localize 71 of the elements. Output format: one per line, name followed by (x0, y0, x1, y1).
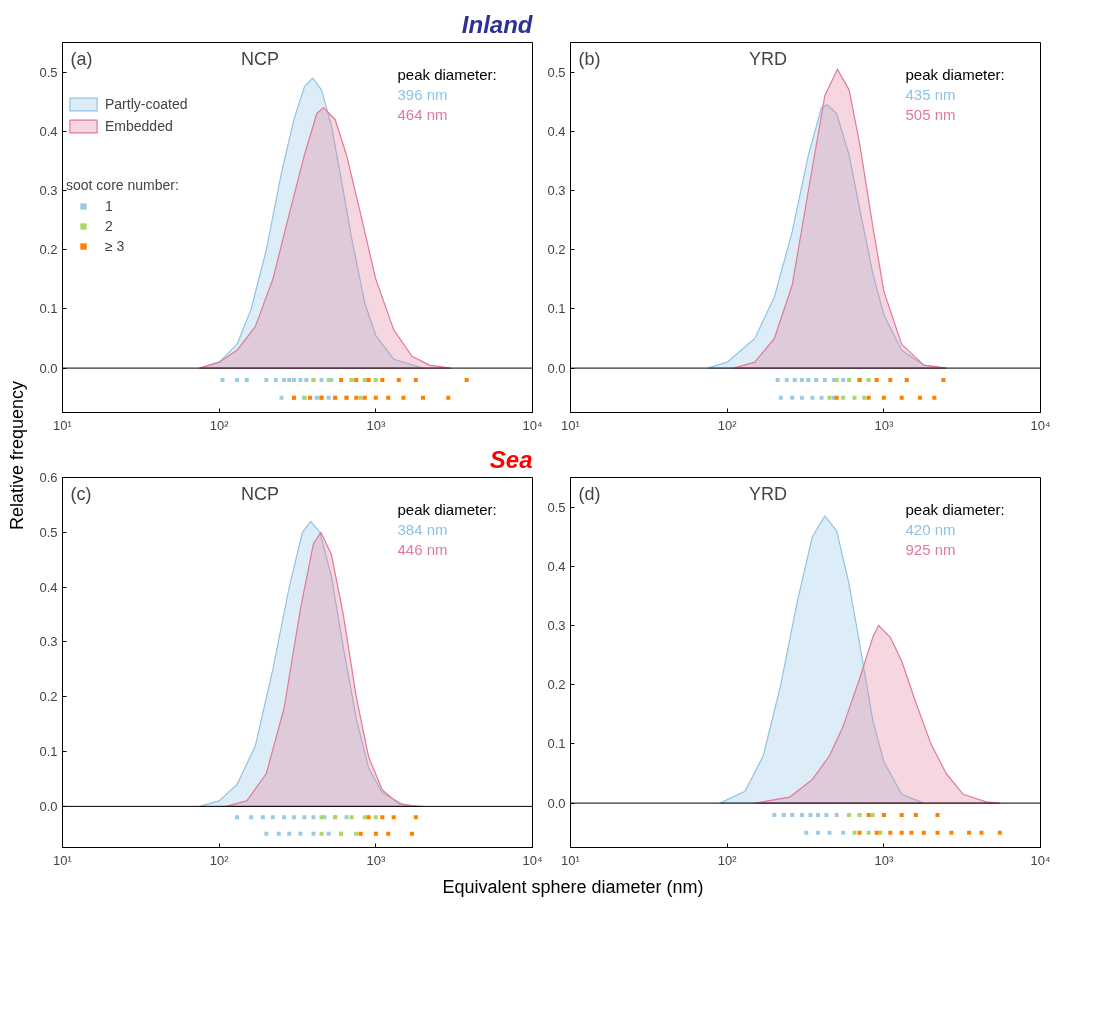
x-tick-label: 10³ (366, 852, 386, 868)
x-tick-label: 10⁴ (1030, 852, 1051, 868)
legend-label: 2 (105, 218, 114, 234)
annotation: 384 nm (397, 520, 448, 538)
y-tick-label: 0.3 (39, 634, 58, 650)
chart-subtitle: YRD (748, 483, 787, 504)
x-tick-label: 10³ (874, 417, 894, 433)
y-tick-label: 0.4 (547, 558, 566, 574)
legend-label: Partly-coated (105, 96, 188, 112)
annotation: 464 nm (397, 105, 448, 123)
chart-title: Sea (489, 445, 533, 473)
y-tick-label: 0.5 (39, 64, 58, 80)
y-tick-label: 0.0 (39, 360, 58, 376)
y-tick-label: 0.1 (547, 736, 566, 752)
annotation: 420 nm (905, 520, 956, 538)
x-tick-label: 10³ (366, 417, 386, 433)
annotation: peak diameter: (397, 65, 497, 83)
annotation: peak diameter: (905, 500, 1005, 518)
y-tick-label: 0.1 (39, 744, 58, 760)
y-tick-label: 0.1 (39, 301, 58, 317)
annotation: peak diameter: (397, 500, 497, 518)
x-tick-label: 10¹ (561, 852, 581, 868)
y-tick-label: 0.0 (39, 798, 58, 814)
x-tick-label: 10³ (874, 852, 894, 868)
y-tick-label: 0.3 (547, 618, 566, 633)
x-tick-label: 10⁴ (522, 852, 543, 868)
x-tick-label: 10² (209, 852, 230, 868)
annotation: (a) (70, 48, 93, 69)
annotation: 396 nm (397, 85, 448, 103)
y-tick-label: 0.5 (39, 524, 58, 540)
y-tick-label: 0.0 (547, 360, 566, 376)
y-tick-label: 0.2 (547, 242, 566, 258)
annotation: peak diameter: (905, 65, 1005, 83)
y-tick-label: 0.2 (39, 689, 58, 705)
y-tick-label: 0.4 (547, 123, 566, 139)
chart-subtitle: YRD (748, 48, 787, 69)
y-tick-label: 0.3 (39, 183, 58, 198)
x-tick-label: 10⁴ (1030, 417, 1051, 433)
chart-subtitle: NCP (240, 483, 279, 504)
y-tick-label: 0.6 (39, 470, 58, 485)
chart-title: Inland (461, 10, 534, 38)
x-axis-title: Equivalent sphere diameter (nm) (442, 876, 704, 899)
annotation: 505 nm (905, 105, 956, 123)
y-tick-label: 0.5 (547, 64, 566, 80)
annotation: 446 nm (397, 540, 448, 558)
annotation: (c) (70, 483, 92, 504)
x-tick-label: 10² (717, 852, 738, 868)
annotation: 435 nm (905, 85, 956, 103)
legend-label: 1 (105, 198, 114, 214)
x-tick-label: 10¹ (561, 417, 581, 433)
chart-subtitle: NCP (240, 48, 279, 69)
x-tick-label: 10¹ (53, 852, 73, 868)
legend-title: soot core number: (66, 177, 179, 193)
annotation: (d) (578, 483, 601, 504)
y-axis-title: Relative frequency (6, 380, 28, 530)
y-tick-label: 0.4 (39, 123, 58, 139)
y-tick-label: 0.3 (547, 183, 566, 198)
y-tick-label: 0.4 (39, 579, 58, 595)
y-tick-label: 0.0 (547, 795, 566, 811)
y-tick-label: 0.2 (547, 677, 566, 693)
x-tick-label: 10² (209, 417, 230, 433)
annotation: 925 nm (905, 540, 956, 558)
annotation: (b) (578, 48, 601, 69)
x-tick-label: 10⁴ (522, 417, 543, 433)
y-tick-label: 0.2 (39, 242, 58, 258)
y-tick-label: 0.5 (547, 499, 566, 515)
x-tick-label: 10² (717, 417, 738, 433)
legend-label: ≥ 3 (105, 238, 125, 254)
legend-label: Embedded (105, 118, 173, 134)
x-tick-label: 10¹ (53, 417, 73, 433)
y-tick-label: 0.1 (547, 301, 566, 317)
